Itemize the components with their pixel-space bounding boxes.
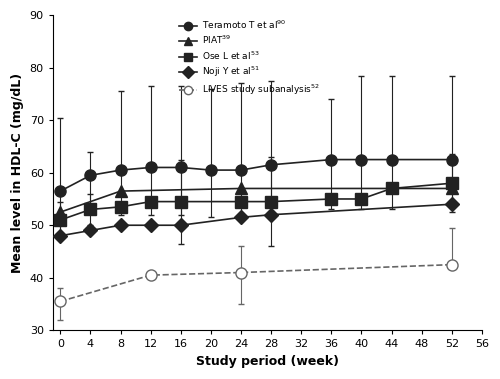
Legend: Teramoto T et al$^{90}$, PIAT$^{39}$, Ose L et al$^{53}$, Noji Y et al$^{51}$, L: Teramoto T et al$^{90}$, PIAT$^{39}$, Os…: [178, 16, 322, 99]
Line: PIAT$^{39}$: PIAT$^{39}$: [55, 183, 458, 218]
Noji Y et al$^{51}$: [178, 223, 184, 227]
PIAT$^{39}$: [449, 186, 455, 191]
Noji Y et al$^{51}$: [148, 223, 154, 227]
Noji Y et al$^{51}$: [449, 202, 455, 207]
Line: Noji Y et al$^{51}$: Noji Y et al$^{51}$: [56, 199, 456, 241]
PIAT$^{39}$: [118, 189, 124, 193]
Noji Y et al$^{51}$: [88, 228, 94, 233]
Noji Y et al$^{51}$: [118, 223, 124, 227]
Noji Y et al$^{51}$: [268, 213, 274, 217]
PIAT$^{39}$: [238, 186, 244, 191]
X-axis label: Study period (week): Study period (week): [196, 355, 339, 368]
Y-axis label: Mean level in HDL-C (mg/dL): Mean level in HDL-C (mg/dL): [11, 73, 24, 273]
Noji Y et al$^{51}$: [238, 215, 244, 220]
PIAT$^{39}$: [58, 210, 64, 215]
Noji Y et al$^{51}$: [58, 233, 64, 238]
